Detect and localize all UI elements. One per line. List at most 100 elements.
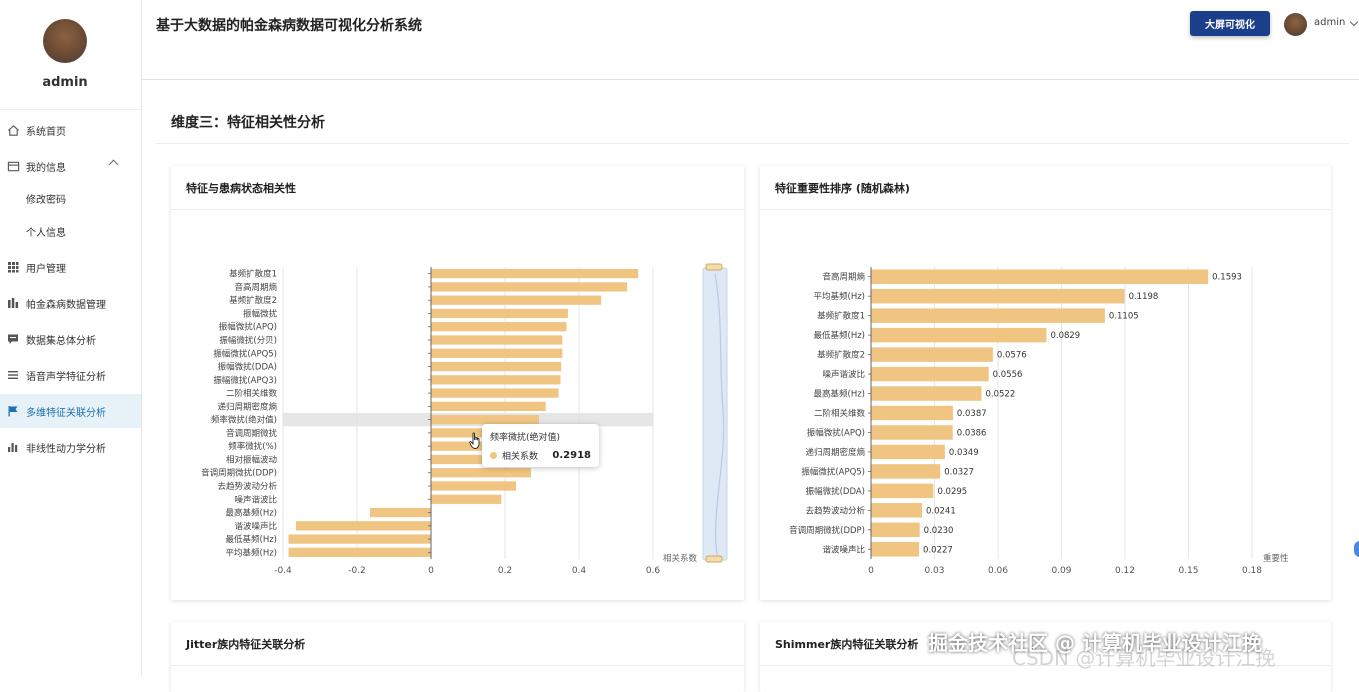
x-axis-label: 相关系数 — [663, 553, 698, 564]
y-tick-label: 基频扩散度1 — [229, 269, 277, 280]
y-tick-label: 基频扩散度2 — [229, 295, 277, 306]
sidebar-item-label: 帕金森病数据管理 — [26, 299, 106, 311]
data-label: 0.0230 — [924, 526, 954, 536]
list-icon — [6, 368, 20, 382]
bar — [871, 386, 982, 401]
bar — [871, 308, 1105, 323]
floating-button[interactable] — [1354, 541, 1359, 557]
data-label: 0.1105 — [1109, 312, 1139, 322]
bar — [431, 282, 628, 292]
y-tick-label: 振幅微扰(APQ5) — [213, 348, 277, 359]
big-screen-button[interactable]: 大屏可视化 — [1190, 11, 1270, 36]
sidebar-username: admin — [42, 75, 88, 90]
message-icon — [6, 332, 20, 346]
bar — [871, 464, 941, 479]
sidebar-item-my-info[interactable]: 我的信息 — [0, 149, 141, 183]
y-tick-label: 振幅微扰(APQ5) — [801, 466, 865, 477]
y-tick-label: 噪声谐波比 — [234, 494, 277, 505]
divider — [0, 109, 141, 110]
y-tick-label: 谐波噪声比 — [234, 521, 277, 532]
zoom-preview — [714, 273, 725, 556]
chart-tooltip: 频率微扰(绝对值) 相关系数 0.2918 — [482, 424, 599, 467]
bar-chart-icon — [6, 296, 20, 310]
bar — [871, 444, 945, 460]
sidebar-item-change-password[interactable]: 修改密码 — [0, 181, 141, 215]
user-menu-name[interactable]: admin — [1314, 17, 1346, 28]
sidebar-item-user-management[interactable]: 用户管理 — [0, 250, 141, 284]
data-label: 0.0556 — [993, 370, 1023, 380]
bar — [431, 361, 562, 372]
sidebar-item-label: 非线性动力学分析 — [26, 443, 106, 455]
data-label: 0.0387 — [957, 409, 987, 419]
y-tick-label: 最低基频(Hz) — [814, 330, 866, 341]
sidebar-item-data-management[interactable]: 帕金森病数据管理 — [0, 286, 141, 320]
sidebar-item-label: 个人信息 — [26, 227, 66, 239]
bar — [288, 534, 431, 544]
jitter-card: Jitter族内特征关联分析 — [171, 622, 744, 692]
bar — [871, 425, 953, 440]
home-icon — [6, 123, 20, 137]
sidebar-item-label: 修改密码 — [26, 194, 66, 206]
y-tick-label: 去趋势波动分析 — [217, 481, 277, 492]
y-tick-label: 递归周期密度熵 — [805, 447, 865, 458]
y-tick-label: 振幅微扰(DDA) — [806, 486, 865, 497]
sidebar-item-home[interactable]: 系统首页 — [0, 113, 141, 147]
bar — [871, 405, 953, 421]
bar — [871, 327, 1047, 343]
bar — [871, 483, 934, 499]
zoom-handle-bottom — [705, 555, 723, 563]
avatar[interactable] — [43, 19, 87, 63]
y-tick-label: 频率微扰(%) — [228, 441, 277, 452]
y-tick-label: 音调周期微扰(DDP) — [201, 468, 277, 479]
bar — [871, 366, 989, 382]
data-label: 0.0829 — [1050, 331, 1080, 341]
bar — [431, 415, 539, 425]
y-tick-label: 噪声谐波比 — [822, 369, 865, 380]
bar — [431, 468, 531, 478]
bar — [431, 401, 546, 411]
sidebar-item-nonlinear-analysis[interactable]: 非线性动力学分析 — [0, 430, 141, 464]
grid-icon — [6, 260, 20, 274]
zoom-handle-top — [705, 263, 723, 271]
y-tick-label: 递归周期密度熵 — [217, 401, 277, 412]
y-tick-label: 二阶相关维数 — [226, 388, 278, 399]
data-label: 0.0349 — [949, 448, 979, 458]
chevron-down-icon[interactable] — [1349, 17, 1359, 27]
sidebar-item-label: 语音声学特征分析 — [26, 371, 106, 383]
bar — [431, 335, 563, 345]
y-tick-label: 去趋势波动分析 — [805, 505, 865, 516]
sidebar-item-dataset-analysis[interactable]: 数据集总体分析 — [0, 322, 141, 356]
bar — [431, 269, 639, 279]
bar — [431, 388, 559, 398]
y-tick-label: 最低基频(Hz) — [226, 534, 278, 545]
data-label: 0.0386 — [957, 428, 987, 438]
card-title: 特征与患病状态相关性 — [171, 166, 744, 210]
sidebar-item-label: 我的信息 — [26, 162, 66, 174]
divider — [156, 143, 1349, 144]
data-label: 0.0327 — [944, 467, 974, 477]
card-title: Jitter族内特征关联分析 — [171, 622, 744, 666]
data-label: 0.0227 — [923, 545, 953, 555]
y-tick-label: 振幅微扰(分贝) — [219, 335, 277, 346]
x-tick-label: 0.09 — [1051, 566, 1071, 576]
hand-cursor-icon — [469, 432, 480, 449]
y-tick-label: 二阶相关维数 — [814, 408, 866, 419]
y-tick-label: 相对振幅波动 — [226, 454, 278, 465]
bar — [431, 348, 563, 358]
bar — [295, 521, 431, 531]
bar — [431, 494, 502, 504]
bar — [871, 347, 993, 362]
tooltip-value: 0.2918 — [552, 450, 591, 461]
y-tick-label: 最高基频(Hz) — [814, 389, 866, 400]
y-tick-label: 频率微扰(绝对值) — [211, 415, 277, 426]
y-tick-label: 音调周期微扰(DDP) — [789, 525, 865, 536]
user-avatar[interactable] — [1284, 13, 1307, 36]
y-tick-label: 振幅微扰(APQ3) — [213, 375, 277, 386]
x-tick-label: 0.2 — [498, 566, 512, 576]
data-label: 0.0241 — [926, 506, 956, 516]
sidebar-item-correlation-analysis[interactable]: 多维特征关联分析 — [0, 394, 141, 428]
y-tick-label: 最高基频(Hz) — [226, 508, 278, 519]
sidebar-item-acoustic-analysis[interactable]: 语音声学特征分析 — [0, 358, 141, 392]
sidebar-item-personal-info[interactable]: 个人信息 — [0, 214, 141, 248]
